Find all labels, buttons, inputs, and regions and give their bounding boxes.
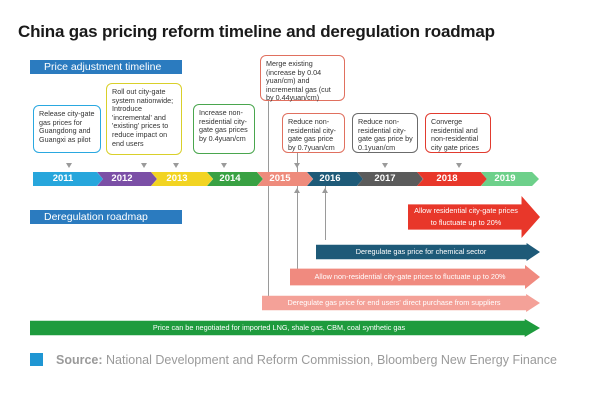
event-2017-text: Reduce non-residential city-gate gas pri… [358,117,413,152]
connector-line-2015-merge [268,101,269,297]
timeline-2019: 2019 [481,172,539,186]
event-2011-box: Release city-gate gas prices for Guangdo… [33,105,101,153]
roadmap-arrow-residential: Allow residential city-gate prices to fl… [408,196,540,238]
source-note: Source: National Development and Reform … [30,350,557,370]
timeline-2018-label: 2018 [436,173,458,184]
roadmap-arrow-imported: Price can be negotiated for imported LNG… [30,319,540,337]
pointer-2015 [294,163,300,168]
timeline-2013-label: 2013 [166,173,188,184]
roadmap-text-nonresidential: Allow non-residential city-gate prices t… [314,272,506,281]
connector-line-2015-reduce [297,153,298,269]
up-pointer-2016 [322,188,328,193]
deregulation-label: Deregulation roadmap [44,211,148,223]
timeline-2012-label: 2012 [111,173,133,184]
page-title: China gas pricing reform timeline and de… [18,22,495,41]
event-2011-text: Release city-gate gas prices for Guangdo… [39,109,95,144]
timeline-2019-label: 2019 [494,173,516,184]
timeline-2017-label: 2017 [374,173,396,184]
roadmap-text-residential: Allow residential city-gate prices to fl… [414,206,518,227]
price-adjustment-label: Price adjustment timeline [44,61,162,73]
event-2018-box: Converge residential and non-residential… [425,113,491,153]
timeline-2016: 2016 [307,172,363,186]
event-2015b-text: Reduce non-residential city-gate gas pri… [288,117,336,152]
pointer-2018 [456,163,462,168]
pointer-2014 [221,163,227,168]
timeline-2016-label: 2016 [319,173,341,184]
deregulation-header: Deregulation roadmap [30,210,182,224]
event-2017-box: Reduce non-residential city-gate gas pri… [352,113,418,153]
event-2015a-text: Merge existing (increase by 0.04 yuan/cm… [266,59,331,103]
pointer-2011 [66,163,72,168]
roadmap-arrow-chemical: Deregulate gas price for chemical sector [316,243,540,261]
pointer-2012 [141,163,147,168]
timeline-2011: 2011 [33,172,103,186]
pointer-2017 [382,163,388,168]
timeline-2013: 2013 [151,172,213,186]
pointer-2013 [173,163,179,168]
timeline-2018: 2018 [417,172,487,186]
timeline-2015-label: 2015 [269,173,291,184]
timeline-2015: 2015 [257,172,313,186]
timeline-2011-label: 2011 [52,173,74,184]
event-2014-box: Increase non-residential city-gate gas p… [193,104,255,154]
timeline-2014-label: 2014 [219,173,241,184]
timeline-2012: 2012 [97,172,157,186]
roadmap-text-chemical: Deregulate gas price for chemical sector [355,247,487,256]
price-adjustment-header: Price adjustment timeline [30,60,182,74]
timeline-2017: 2017 [357,172,423,186]
event-2014-text: Increase non-residential city-gate gas p… [199,108,248,143]
roadmap-text-imported: Price can be negotiated for imported LNG… [152,323,406,332]
source-label: Source: [56,353,103,367]
source-text: National Development and Reform Commissi… [106,353,557,367]
event-2018-text: Converge residential and non-residential… [431,117,479,152]
event-2015b-box: Reduce non-residential city-gate gas pri… [282,113,345,153]
roadmap-text-direct-purchase: Deregulate gas price for end users' dire… [287,298,501,307]
connector-line-2016 [325,183,326,240]
event-2012-box: Roll out city-gate system nationwide; In… [106,83,182,155]
source-marker [30,353,43,366]
roadmap-arrow-nonresidential: Allow non-residential city-gate prices t… [290,265,540,289]
event-2015a-box: Merge existing (increase by 0.04 yuan/cm… [260,55,345,103]
event-2012-text: Roll out city-gate system nationwide; In… [112,87,174,148]
up-pointer-2015 [294,188,300,193]
roadmap-arrow-direct-purchase: Deregulate gas price for end users' dire… [262,294,540,312]
timeline-2014: 2014 [207,172,263,186]
